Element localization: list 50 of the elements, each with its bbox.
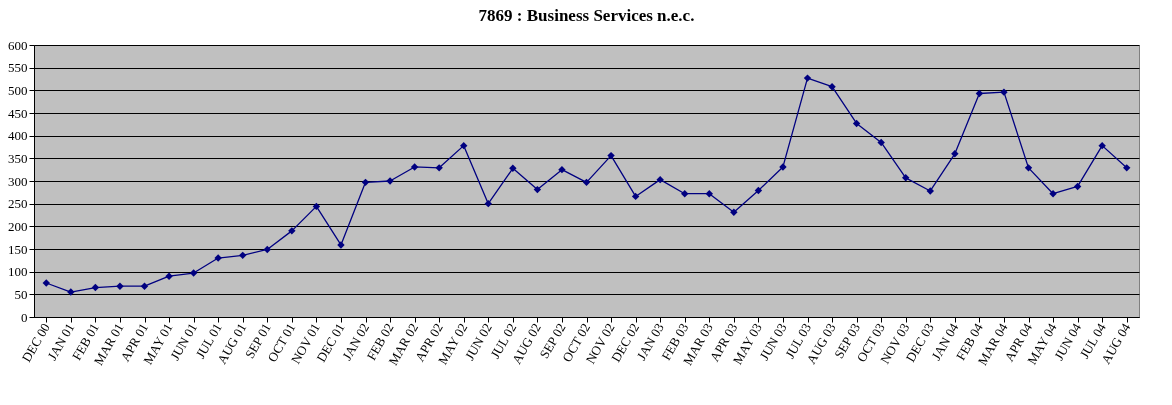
point — [656, 175, 664, 184]
point — [705, 189, 713, 198]
point — [730, 208, 738, 216]
y-tick-label: 100 — [8, 264, 28, 280]
point — [681, 189, 689, 198]
y-tick-label: 0 — [21, 309, 28, 325]
point — [189, 269, 198, 277]
y-tick-label: 250 — [8, 196, 28, 212]
point — [239, 251, 247, 260]
point — [533, 185, 542, 194]
point — [803, 74, 812, 82]
y-tick-label: 200 — [8, 218, 28, 234]
y-tick-label: 300 — [8, 173, 28, 189]
point — [410, 163, 419, 171]
point — [828, 83, 836, 91]
point — [509, 164, 517, 173]
y-tick-label: 550 — [8, 60, 28, 76]
point — [1049, 189, 1057, 198]
point — [754, 186, 763, 195]
point — [1073, 182, 1082, 191]
chart-title: 7869 : Business Services n.e.c. — [478, 6, 695, 25]
point — [1024, 164, 1033, 172]
point — [91, 283, 100, 292]
point — [558, 165, 566, 174]
point — [582, 178, 591, 187]
point — [140, 282, 149, 290]
point — [975, 89, 984, 98]
point — [1123, 164, 1131, 172]
point — [484, 199, 492, 208]
point — [460, 141, 468, 150]
y-tick-label: 350 — [8, 150, 28, 166]
point — [607, 151, 615, 160]
y-tick-label: 450 — [8, 105, 28, 121]
point — [852, 119, 861, 128]
point — [288, 227, 296, 235]
point — [926, 187, 934, 195]
point — [435, 164, 443, 172]
point — [263, 245, 271, 254]
y-tick-label: 50 — [14, 286, 28, 302]
y-tick-label: 150 — [8, 241, 28, 257]
point — [312, 202, 321, 211]
y-tick-label: 400 — [8, 128, 28, 144]
y-tick-label: 600 — [8, 37, 28, 53]
point — [877, 138, 885, 147]
point — [1098, 141, 1106, 150]
point — [361, 178, 370, 187]
point — [902, 174, 910, 182]
y-tick-label: 500 — [8, 82, 28, 98]
point — [951, 150, 959, 158]
point — [631, 192, 640, 201]
